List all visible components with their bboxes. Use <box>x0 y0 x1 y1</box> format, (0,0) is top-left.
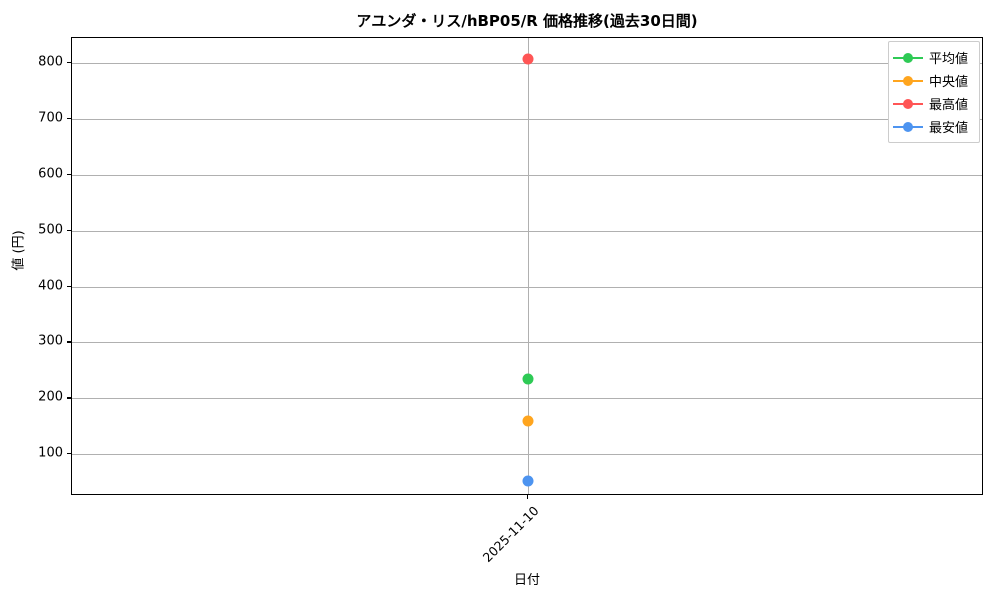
legend-label: 最安値 <box>929 121 969 136</box>
legend-dot-icon <box>903 75 913 86</box>
legend-dot-icon <box>903 98 913 109</box>
gridline-horizontal <box>72 398 982 400</box>
gridline-horizontal <box>72 454 982 456</box>
y-tick-label: 200 <box>38 389 63 405</box>
x-tick-mark <box>527 495 529 499</box>
x-axis-label: 日付 <box>513 573 540 588</box>
y-tick-mark <box>67 341 71 343</box>
gridline-horizontal <box>72 230 982 232</box>
gridline-horizontal <box>72 174 982 176</box>
data-point-marker <box>522 415 534 427</box>
legend-label: 中央値 <box>929 75 969 90</box>
legend-marker-icon <box>893 74 923 88</box>
legend-item[interactable]: 最安値 <box>893 115 975 138</box>
legend-marker-icon <box>893 120 923 134</box>
y-tick-label: 800 <box>38 54 63 70</box>
chart-legend: 平均値中央値最高値最安値 <box>888 41 980 143</box>
data-point-marker <box>522 373 534 385</box>
gridline-vertical <box>528 38 529 494</box>
legend-dot-icon <box>903 121 913 132</box>
y-tick-mark <box>67 397 71 399</box>
gridline-horizontal <box>72 118 982 120</box>
legend-dot-icon <box>903 52 913 63</box>
y-tick-mark <box>67 285 71 287</box>
plot-area <box>71 37 983 495</box>
y-tick-label: 100 <box>38 445 63 461</box>
y-tick-mark <box>67 453 71 455</box>
y-tick-mark <box>67 117 71 120</box>
chart-title: アユンダ・リス/hBP05/R 価格推移(過去30日間) <box>356 12 698 30</box>
legend-label: 最高値 <box>929 98 969 113</box>
y-tick-mark <box>67 62 71 64</box>
y-tick-label: 400 <box>38 278 63 294</box>
y-tick-label: 600 <box>38 166 63 182</box>
y-axis-label: 値 (円) <box>11 230 27 271</box>
data-point-marker <box>522 53 534 65</box>
x-tick-label: 2025-11-10 <box>479 503 542 565</box>
gridline-horizontal <box>72 286 982 288</box>
legend-marker-icon <box>893 97 923 111</box>
y-tick-label: 700 <box>38 110 63 126</box>
y-tick-mark <box>67 173 71 176</box>
y-tick-label: 500 <box>38 222 63 238</box>
data-point-marker <box>522 475 534 487</box>
legend-item[interactable]: 中央値 <box>893 69 975 92</box>
gridline-horizontal <box>72 342 982 344</box>
legend-item[interactable]: 平均値 <box>893 46 975 69</box>
legend-marker-icon <box>893 51 923 65</box>
legend-label: 平均値 <box>929 52 969 67</box>
legend-item[interactable]: 最高値 <box>893 92 975 115</box>
y-tick-label: 300 <box>38 333 63 349</box>
y-tick-mark <box>67 229 71 231</box>
